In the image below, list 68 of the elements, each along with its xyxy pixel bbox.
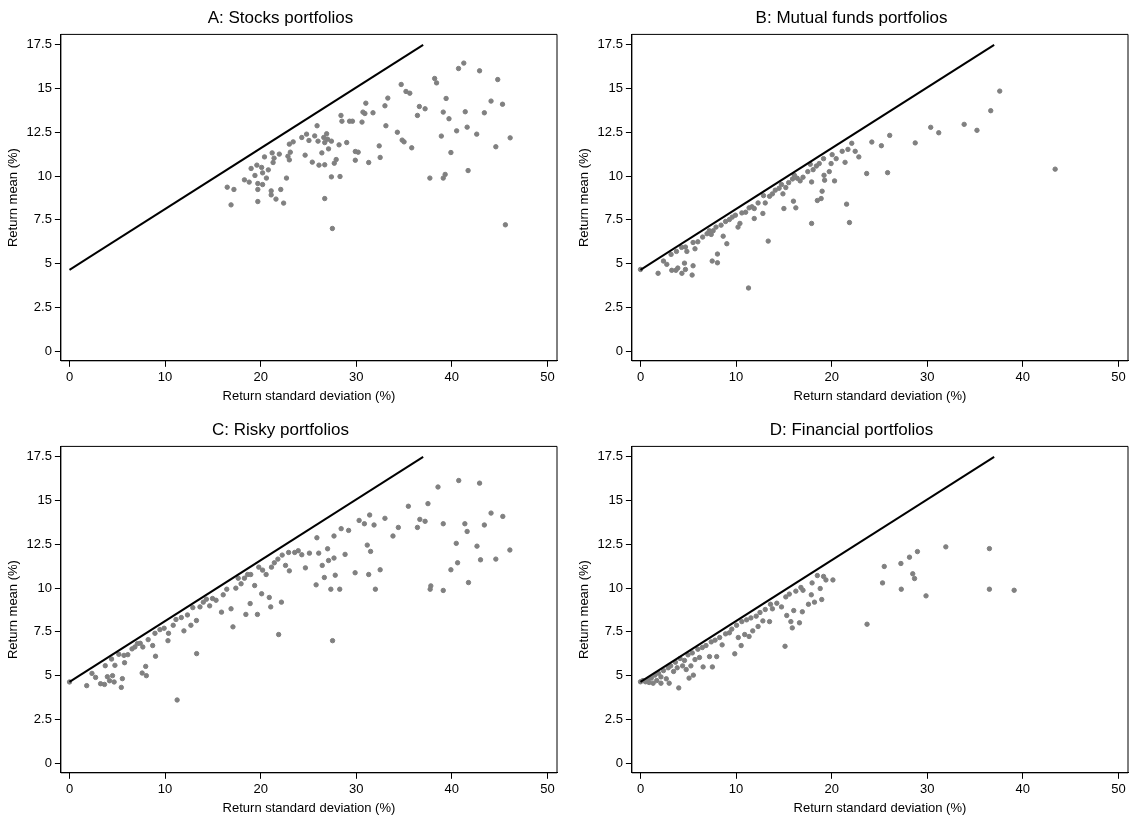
y-tick-label: 10 (608, 579, 623, 595)
x-axis-title: Return standard deviation (%) (222, 387, 396, 403)
x-tick-label: 20 (824, 781, 839, 797)
y-tick-label: 15 (37, 492, 52, 508)
x-tick-label: 30 (349, 781, 364, 797)
y-tick-label: 2.5 (604, 299, 623, 314)
y-tick-label: 12.5 (26, 123, 52, 139)
x-tick-label: 40 (1015, 369, 1031, 385)
x-tick-label: 50 (540, 781, 555, 797)
y-axis-title: Return mean (%) (576, 560, 592, 660)
x-tick-label: 50 (1111, 369, 1126, 385)
x-tick-label: 50 (1111, 781, 1126, 797)
x-tick-label: 0 (636, 781, 645, 797)
x-tick-label: 30 (349, 369, 364, 385)
y-axis-title: Return mean (%) (576, 148, 592, 248)
chart-title: C: Risky portfolios (212, 419, 349, 439)
y-tick-label: 5 (615, 255, 623, 271)
x-tick-label: 0 (65, 781, 74, 797)
y-tick-label: 15 (608, 492, 623, 508)
y-tick-label: 5 (44, 667, 52, 683)
y-tick-label: 7.5 (604, 211, 623, 227)
x-axis-title: Return standard deviation (%) (793, 387, 967, 403)
y-tick-label: 17.5 (597, 36, 623, 52)
x-tick-label: 0 (636, 369, 645, 385)
y-tick-label: 10 (37, 579, 52, 595)
y-tick-label: 17.5 (26, 448, 52, 464)
x-tick-label: 10 (728, 369, 744, 385)
x-axis-title: Return standard deviation (%) (793, 799, 967, 815)
y-tick-label: 2.5 (604, 711, 623, 726)
x-tick-label: 20 (253, 781, 268, 797)
y-axis-title: Return mean (%) (5, 560, 21, 660)
x-tick-label: 20 (824, 369, 839, 385)
y-tick-label: 17.5 (597, 448, 623, 464)
y-tick-label: 7.5 (33, 623, 52, 639)
y-tick-label: 12.5 (597, 535, 623, 551)
y-tick-label: 7.5 (33, 211, 52, 227)
chart-title: D: Financial portfolios (769, 419, 934, 439)
x-tick-label: 10 (157, 781, 173, 797)
chart-title: B: Mutual funds portfolios (755, 7, 948, 27)
x-tick-label: 40 (444, 369, 460, 385)
y-tick-label: 0 (615, 754, 623, 770)
x-tick-label: 40 (1015, 781, 1031, 797)
y-tick-label: 10 (37, 167, 52, 183)
x-tick-label: 40 (444, 781, 460, 797)
y-tick-label: 5 (615, 667, 623, 683)
y-tick-label: 0 (615, 342, 623, 358)
y-tick-label: 12.5 (26, 535, 52, 551)
y-tick-label: 5 (44, 255, 52, 271)
x-tick-label: 50 (540, 369, 555, 385)
y-tick-label: 10 (608, 167, 623, 183)
y-tick-label: 0 (44, 754, 52, 770)
y-tick-label: 15 (37, 80, 52, 96)
x-tick-label: 30 (920, 369, 935, 385)
x-tick-label: 20 (253, 369, 268, 385)
y-tick-label: 12.5 (597, 123, 623, 139)
chart-title: A: Stocks portfolios (207, 7, 354, 27)
x-tick-label: 30 (920, 781, 935, 797)
x-tick-label: 0 (65, 369, 74, 385)
x-axis-title: Return standard deviation (%) (222, 799, 396, 815)
y-tick-label: 17.5 (26, 36, 52, 52)
y-tick-label: 7.5 (604, 623, 623, 639)
y-tick-label: 0 (44, 342, 52, 358)
y-tick-label: 15 (608, 80, 623, 96)
x-tick-label: 10 (157, 369, 173, 385)
y-tick-label: 2.5 (33, 711, 52, 726)
y-tick-label: 2.5 (33, 299, 52, 314)
x-tick-label: 10 (728, 781, 744, 797)
y-axis-title: Return mean (%) (5, 148, 21, 248)
